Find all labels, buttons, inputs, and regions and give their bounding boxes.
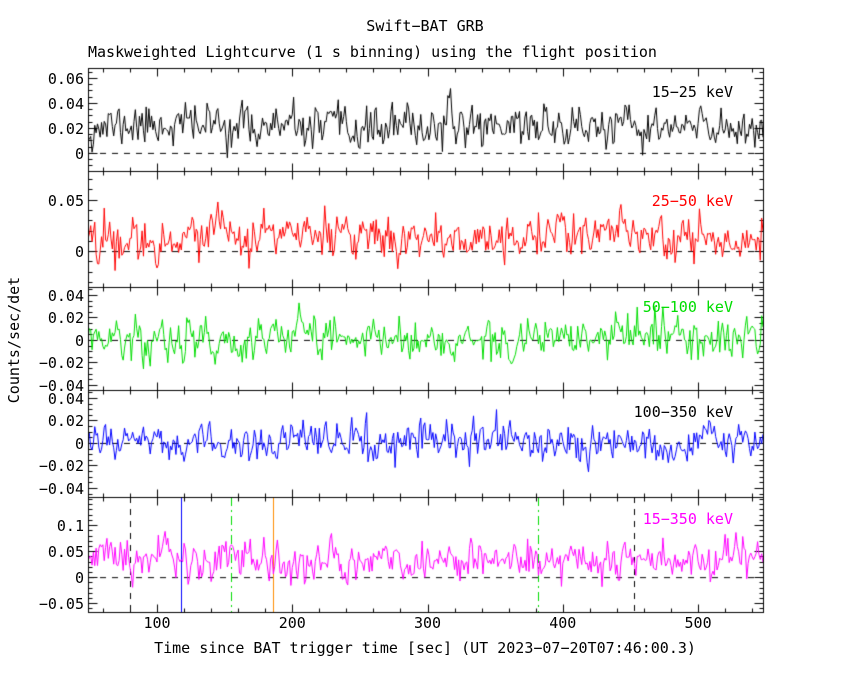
y-tick-label: 0.02	[47, 119, 84, 138]
chart-title: Swift−BAT GRB	[366, 17, 484, 35]
y-tick-label: 0.04	[47, 389, 84, 408]
y-tick-label: 0.04	[47, 286, 84, 305]
y-tick-label: 0.04	[47, 94, 84, 113]
x-tick-label: 200	[278, 614, 306, 632]
y-tick-label: 0.02	[47, 309, 84, 328]
y-tick-label: 0	[74, 569, 84, 588]
legend-100-350-kev: 100−350 keV	[633, 403, 733, 421]
legend-25-50-kev: 25−50 keV	[651, 192, 733, 210]
y-tick-label: 0	[74, 331, 84, 350]
legend-50-100-kev: 50−100 keV	[642, 298, 733, 316]
y-tick-label: −0.04	[38, 376, 84, 395]
y-tick-label: 0.05	[47, 191, 84, 210]
y-tick-label: 0	[74, 434, 84, 453]
legend-15-350-kev: 15−350 keV	[642, 510, 733, 528]
x-tick-label: 500	[684, 614, 712, 632]
y-tick-label: 0.1	[56, 517, 84, 536]
legend-15-25-kev: 15−25 keV	[651, 83, 733, 101]
x-axis-title: Time since BAT trigger time [sec] (UT 20…	[154, 639, 696, 657]
y-tick-label: −0.04	[38, 479, 84, 498]
x-tick-label: 300	[413, 614, 442, 632]
y-tick-label: 0	[74, 243, 84, 262]
chart-subtitle: Maskweighted Lightcurve (1 s binning) us…	[88, 43, 657, 61]
y-tick-label: 0.05	[47, 543, 84, 562]
x-tick-label: 100	[143, 614, 171, 632]
y-tick-label: 0.02	[47, 412, 84, 431]
y-tick-label: −0.02	[38, 354, 84, 373]
x-tick-label: 400	[549, 614, 577, 632]
y-tick-label: −0.05	[38, 595, 84, 614]
y-tick-label: 0.06	[47, 69, 84, 88]
y-tick-label: −0.02	[38, 457, 84, 476]
y-tick-label: 0	[74, 144, 84, 163]
